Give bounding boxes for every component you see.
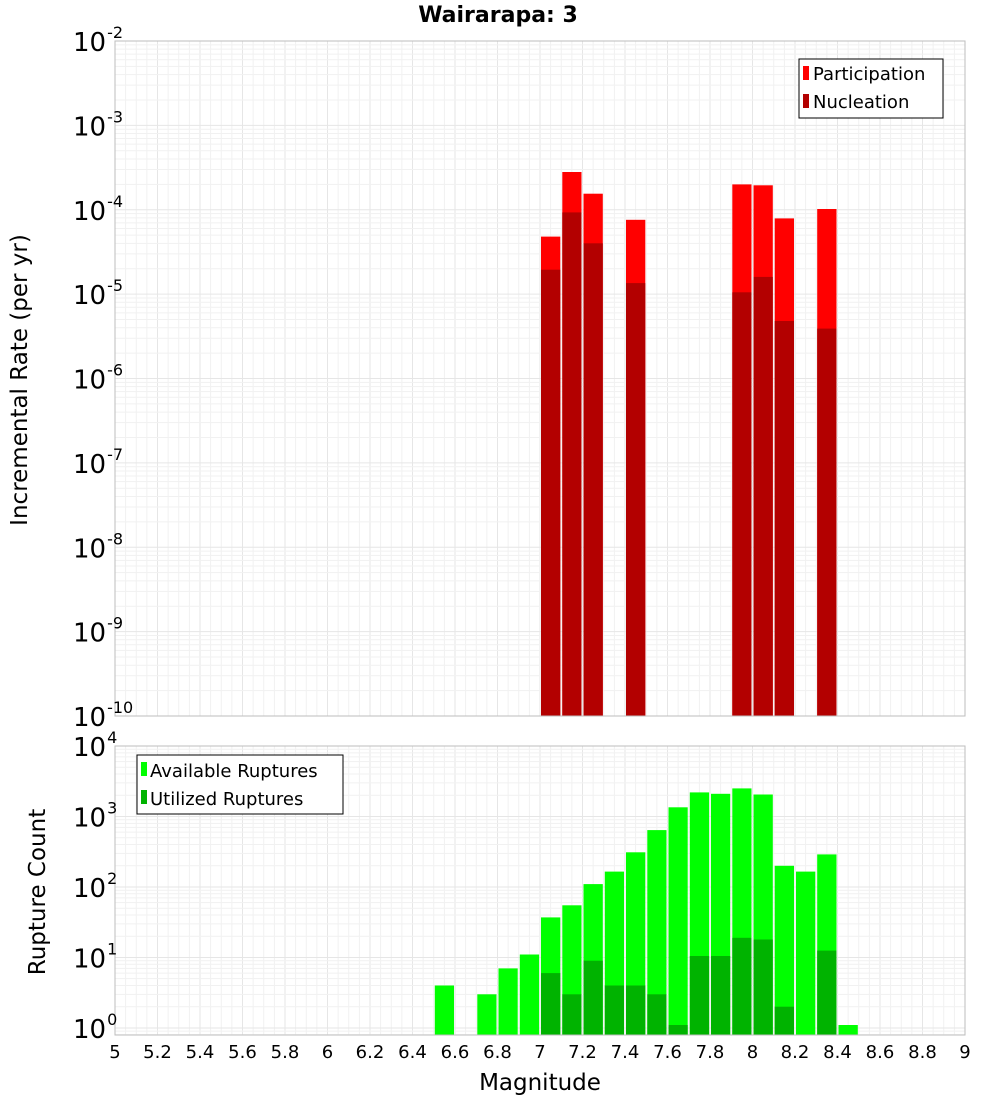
legend-swatch-available-ruptures [141,762,147,776]
legend-swatch-utilized-ruptures [141,790,147,804]
x-tick-label: 8.4 [823,1042,852,1063]
top-y-tick-label: 10-10 [73,698,133,733]
top-grid [114,41,966,717]
x-tick-label: 8.2 [781,1042,810,1063]
available-ruptures-bar [434,985,454,1035]
utilized-ruptures-bar [753,939,773,1035]
legend-label-available-ruptures: Available Ruptures [150,761,318,782]
nucleation-bar [562,212,582,716]
legend-swatch-participation [803,66,809,80]
top-y-tick-label: 10-9 [73,614,123,649]
utilized-ruptures-bar [711,956,731,1035]
legend-label-utilized-ruptures: Utilized Ruptures [150,789,303,810]
x-tick-label: 5.4 [186,1042,215,1063]
top-legend-box [798,58,944,119]
nucleation-bar [541,269,561,716]
utilized-ruptures-bar [541,973,561,1035]
top-y-tick-label: 10-7 [73,445,123,480]
top-y-tick-label: 10-4 [73,192,123,227]
legend-label-participation: Participation [813,64,925,85]
x-tick-label: 5 [109,1042,120,1063]
utilized-ruptures-bar [817,950,837,1035]
available-ruptures-bar [498,968,518,1035]
nucleation-bar [753,276,773,716]
top-y-tick-label: 10-6 [73,361,123,396]
bottom-y-tick-label: 104 [73,728,117,763]
bottom-y-tick-label: 100 [73,1010,117,1045]
top-y-tick-label: 10-2 [73,23,123,58]
x-tick-label: 6 [322,1042,333,1063]
chart-title: Wairarapa: 3 [418,3,578,28]
x-tick-label: 7.6 [653,1042,682,1063]
top-plot-frame [114,40,966,717]
utilized-ruptures-bar [668,1025,688,1035]
nucleation-bar [817,328,837,716]
available-ruptures-bar [647,830,667,1035]
x-tick-label: 6.8 [483,1042,512,1063]
utilized-ruptures-bar [626,985,646,1035]
x-tick-label: 7 [534,1042,545,1063]
x-tick-label: 8 [747,1042,758,1063]
top-y-ticks: 10-10 10-9 10-8 10-7 10-6 10-5 10-4 10-3 10-2 [73,23,133,733]
bottom-plot-frame [114,745,966,1036]
utilized-ruptures-bar [774,1006,794,1035]
utilized-ruptures-bar [562,994,582,1035]
bottom-y-tick-label: 102 [73,869,117,904]
legend-swatch-nucleation [803,94,809,108]
bottom-legend: Available Ruptures Utilized Ruptures [136,754,344,815]
top-y-tick-label: 10-8 [73,529,123,564]
available-ruptures-bar [668,807,688,1035]
top-y-tick-label: 10-5 [73,276,123,311]
top-y-tick-label: 10-3 [73,107,123,142]
x-tick-label: 6.6 [441,1042,470,1063]
nucleation-bar [732,292,752,716]
utilized-ruptures-bar [583,960,603,1035]
x-tick-label: 7.2 [568,1042,597,1063]
x-tick-label: 6.4 [398,1042,427,1063]
utilized-ruptures-bar [604,985,624,1035]
available-ruptures-bar [838,1025,858,1035]
available-ruptures-bar [796,871,816,1035]
x-axis-label: Magnitude [479,1070,601,1096]
x-tick-label: 8.8 [908,1042,937,1063]
bottom-bars [434,788,858,1035]
bottom-y-tick-label: 101 [73,940,117,975]
nucleation-bar [583,243,603,717]
bottom-y-axis-label: Rupture Count [25,809,51,975]
top-bars [541,172,837,717]
x-tick-label: 6.2 [356,1042,385,1063]
bottom-y-ticks: 100 101 102 103 104 [73,728,117,1045]
bottom-legend-box [136,754,344,815]
x-tick-label: 8.6 [866,1042,895,1063]
x-tick-label: 5.6 [228,1042,257,1063]
x-tick-label: 5.8 [271,1042,300,1063]
nucleation-bar [626,283,646,716]
utilized-ruptures-bar [647,994,667,1035]
bottom-x-ticks: 5 5.2 5.4 5.6 5.8 6 6.2 6.4 6.6 6.8 7 7.2 7.4 7.6 7.8 8… [109,1042,970,1063]
available-ruptures-bar [519,954,540,1035]
available-ruptures-bar [477,994,497,1035]
legend-label-nucleation: Nucleation [813,92,909,113]
utilized-ruptures-bar [732,937,752,1035]
utilized-ruptures-bar [689,956,710,1035]
top-legend: Participation Nucleation [798,58,944,119]
top-y-axis-label: Incremental Rate (per yr) [7,234,33,526]
x-tick-label: 7.8 [696,1042,725,1063]
nucleation-bar [774,321,794,716]
x-tick-label: 9 [959,1042,970,1063]
available-ruptures-bar [774,865,794,1035]
bottom-y-tick-label: 103 [73,799,117,834]
x-tick-label: 5.2 [143,1042,172,1063]
x-tick-label: 7.4 [611,1042,640,1063]
